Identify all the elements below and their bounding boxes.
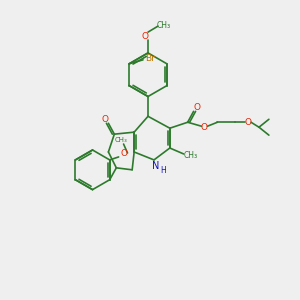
Text: N: N: [152, 161, 160, 171]
Text: O: O: [120, 149, 127, 158]
Text: H: H: [160, 166, 166, 175]
Text: O: O: [102, 115, 109, 124]
Text: O: O: [193, 103, 200, 112]
Text: CH₃: CH₃: [184, 152, 198, 160]
Text: CH₃: CH₃: [114, 137, 127, 143]
Text: O: O: [201, 123, 208, 132]
Text: O: O: [142, 32, 148, 40]
Text: CH₃: CH₃: [157, 21, 171, 30]
Text: O: O: [244, 118, 252, 127]
Text: Br: Br: [145, 54, 155, 63]
